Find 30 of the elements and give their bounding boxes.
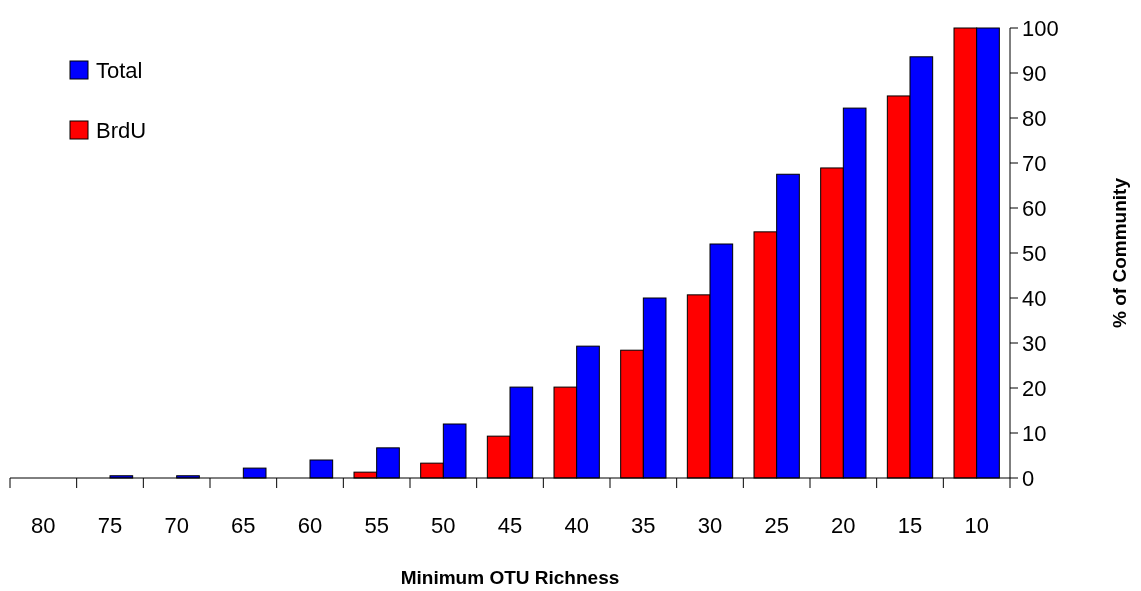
y-tick-label: 10 — [1022, 420, 1047, 446]
x-axis-title: Minimum OTU Richness — [400, 567, 620, 588]
y-tick-label: 50 — [1022, 240, 1047, 266]
legend-label: BrdU — [96, 117, 147, 143]
x-tick-label: 20 — [831, 513, 856, 538]
y-tick-label: 100 — [1022, 15, 1059, 41]
y-tick-label: 70 — [1022, 150, 1047, 176]
x-tick-label: 75 — [97, 513, 123, 538]
y-tick-label: 80 — [1022, 105, 1047, 131]
y-tick-label: 90 — [1022, 60, 1047, 86]
legend-label: Total — [96, 57, 143, 83]
y-axis-title: % of Community — [1109, 177, 1130, 328]
x-tick-label: 70 — [164, 513, 189, 538]
x-tick-label: 65 — [231, 513, 256, 538]
x-tick-label: 60 — [297, 513, 323, 538]
x-tick-label: 10 — [964, 513, 989, 538]
x-tick-label: 30 — [697, 513, 723, 538]
y-tick-label: 20 — [1022, 375, 1047, 401]
x-tick-label: 45 — [497, 513, 523, 538]
x-tick-label: 50 — [431, 513, 456, 538]
x-tick-label: 25 — [764, 513, 789, 538]
x-tick-label: 80 — [31, 513, 56, 538]
y-tick-label: 40 — [1022, 285, 1047, 311]
x-tick-label: 35 — [631, 513, 656, 538]
y-tick-label: 0 — [1022, 465, 1035, 491]
y-tick-label: 30 — [1022, 330, 1047, 356]
x-tick-label: 55 — [364, 513, 389, 538]
x-tick-label: 15 — [897, 513, 923, 538]
x-tick-label: 40 — [564, 513, 589, 538]
y-tick-label: 60 — [1022, 195, 1047, 221]
